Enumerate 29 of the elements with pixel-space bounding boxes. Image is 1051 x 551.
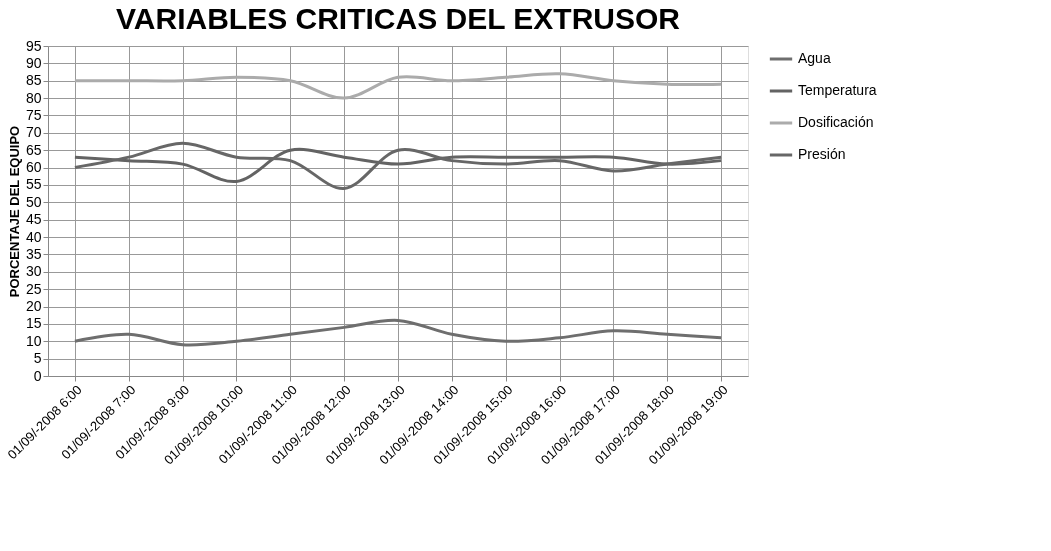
y-tick-label: 50 <box>25 193 42 210</box>
legend-label: Temperatura <box>798 82 877 98</box>
y-tick-label: 35 <box>25 245 42 262</box>
line-series <box>73 318 723 347</box>
y-tick-label: 5 <box>33 350 42 367</box>
legend-label: Presión <box>798 146 846 162</box>
line-series <box>73 141 723 190</box>
y-tick-label: 55 <box>25 176 42 193</box>
y-axis-title: PORCENTAJE DEL EQUIPO <box>6 125 22 298</box>
legend-label: Agua <box>798 50 831 66</box>
y-tick-label: 60 <box>25 159 42 176</box>
y-tick-label: 0 <box>33 367 42 384</box>
legend-label: Dosificación <box>798 114 874 130</box>
y-tick-label: 90 <box>25 54 42 71</box>
y-tick-label: 40 <box>25 228 42 245</box>
y-tick-label: 70 <box>25 124 42 141</box>
y-tick-label: 85 <box>25 72 42 89</box>
y-tick-label: 30 <box>25 263 42 280</box>
y-tick-label: 20 <box>25 298 42 315</box>
y-tick-label: 25 <box>25 280 42 297</box>
y-tick-label: 95 <box>25 37 42 54</box>
y-tick-label: 10 <box>25 332 42 349</box>
y-tick-label: 65 <box>25 141 42 158</box>
line-series <box>73 72 723 100</box>
y-tick-label: 80 <box>25 89 42 106</box>
y-tick-label: 75 <box>25 106 42 123</box>
chart-title: VARIABLES CRITICAS DEL EXTRUSOR <box>116 2 681 35</box>
y-tick-label: 15 <box>25 315 42 332</box>
y-tick-label: 45 <box>25 211 42 228</box>
